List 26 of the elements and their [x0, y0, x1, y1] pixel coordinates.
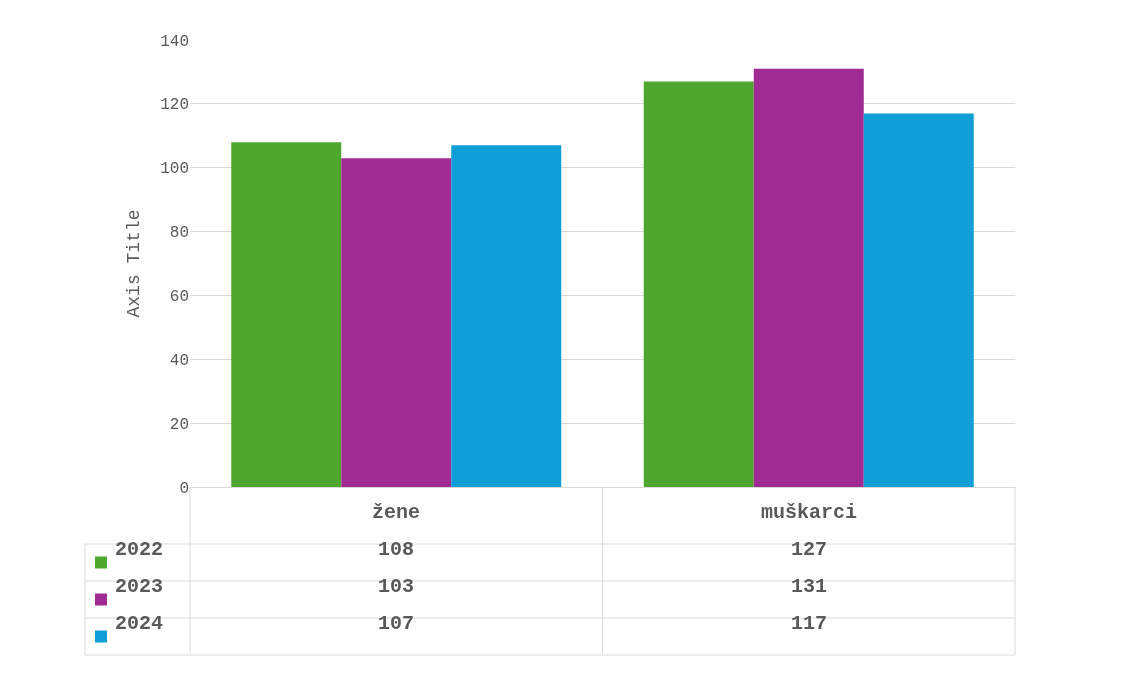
data-label: 127	[791, 538, 828, 561]
y-tick-label: 140	[160, 32, 189, 51]
data-label: 107	[378, 612, 415, 635]
bar	[863, 113, 974, 487]
data-label: 117	[791, 612, 828, 635]
legend-label: 2023	[115, 575, 164, 598]
data-label: 103	[378, 575, 415, 598]
data-label: 108	[378, 538, 415, 561]
y-tick-label: 40	[169, 351, 189, 370]
bar	[643, 81, 754, 487]
legend-label: 2024	[115, 612, 164, 635]
bar	[451, 145, 562, 487]
x-tick-label: žene	[372, 501, 421, 524]
y-tick-label: 80	[169, 224, 189, 243]
y-axis-title: Axis Title	[124, 209, 145, 318]
data-label: 131	[791, 575, 828, 598]
y-tick-label: 60	[169, 288, 189, 307]
x-tick-label: muškarci	[761, 501, 858, 524]
legend-label: 2022	[115, 538, 164, 561]
bar	[231, 142, 342, 487]
y-tick-label: 20	[169, 415, 189, 434]
bar	[341, 158, 452, 487]
y-tick-label: 100	[160, 160, 189, 179]
bar	[753, 68, 864, 487]
y-tick-label: 120	[160, 96, 189, 115]
y-tick-label: 0	[179, 479, 189, 498]
